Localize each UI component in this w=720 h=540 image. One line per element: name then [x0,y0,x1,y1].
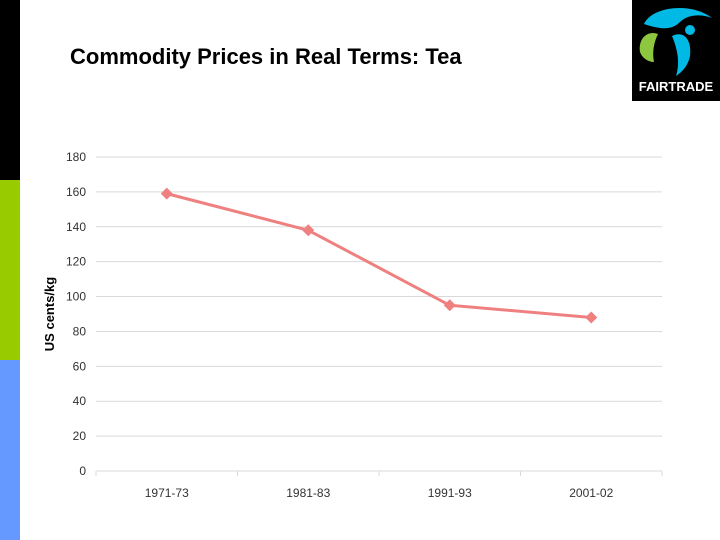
y-tick-label: 0 [79,464,86,478]
series-line [166,192,592,319]
sidebar-blue-band [0,360,20,540]
x-tick-label: 1971-73 [145,486,189,500]
logo-wordmark: FAIRTRADE [638,79,714,94]
y-tick-label: 160 [66,185,86,199]
y-tick-label: 180 [66,150,86,164]
sidebar-green-band [0,180,20,360]
data-point-marker [585,311,598,324]
data-point-marker [302,224,315,237]
x-tick-label: 2001-02 [569,486,613,500]
x-tick-label: 1991-93 [428,486,472,500]
x-tick-label: 1981-83 [286,486,330,500]
data-point-marker [443,299,456,312]
y-axis-label: US cents/kg [42,277,57,351]
y-tick-label: 40 [73,394,87,408]
y-tick-label: 20 [73,429,87,443]
fairtrade-mark-icon [639,7,712,76]
data-point-marker [160,187,173,200]
y-tick-label: 120 [66,255,86,269]
y-tick-label: 60 [73,359,87,373]
fairtrade-logo: FAIRTRADE [632,0,720,101]
y-tick-label: 100 [66,290,86,304]
sidebar-black-band [0,0,20,180]
y-tick-label: 140 [66,220,86,234]
slide-title: Commodity Prices in Real Terms: Tea [70,44,462,69]
y-tick-label: 80 [73,324,87,338]
